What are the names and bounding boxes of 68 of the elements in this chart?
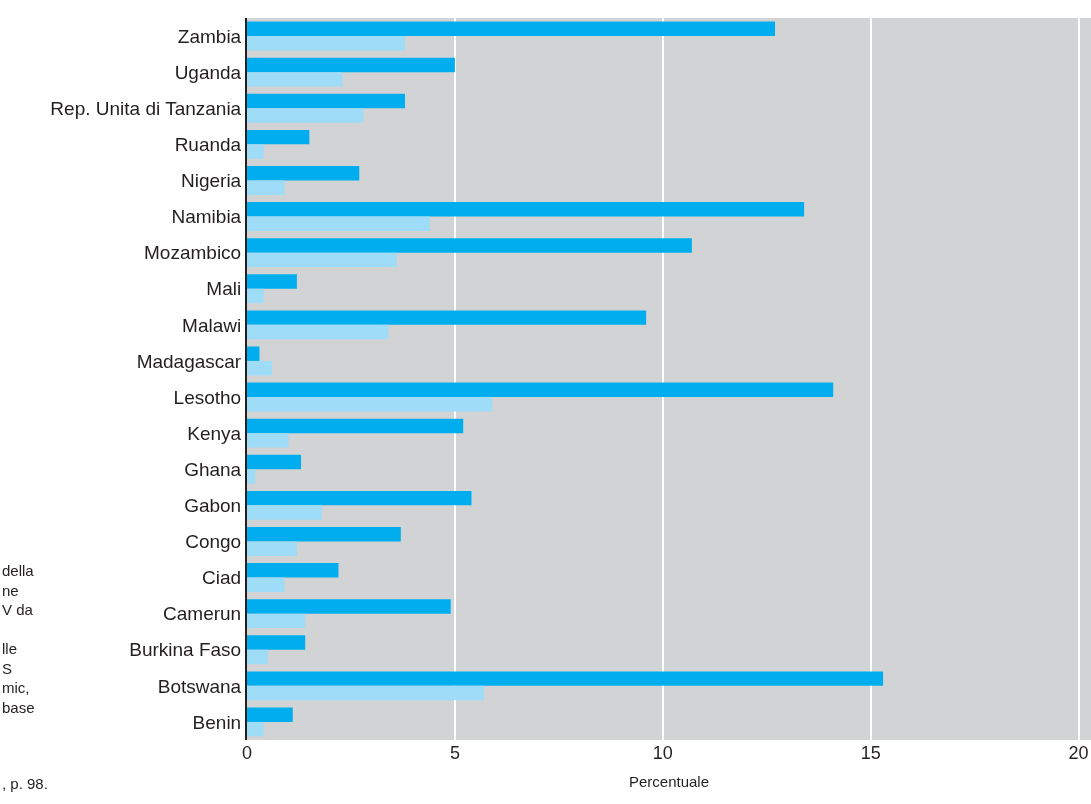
bar: [247, 671, 884, 686]
y-tick-label: Lesotho: [173, 386, 242, 408]
y-tick-label: Mali: [206, 278, 242, 300]
x-tick-label: 5: [449, 743, 460, 763]
text: , p. 98.: [2, 775, 48, 792]
bar: [247, 433, 289, 448]
bar: [247, 238, 692, 253]
y-tick-label: Benin: [192, 711, 242, 733]
y-tick-label: Burkina Faso: [129, 639, 242, 661]
bar: [247, 577, 285, 592]
bar: [247, 360, 272, 376]
y-tick-label: Zambia: [177, 25, 242, 47]
bar: [247, 180, 285, 195]
bar: [247, 613, 306, 629]
y-tick-label: Kenya: [187, 422, 242, 444]
bar: [247, 397, 493, 412]
bar: [247, 527, 401, 542]
y-tick-label: Malawi: [182, 314, 242, 336]
bar: [247, 72, 343, 87]
x-tick-label: 20: [1068, 743, 1089, 763]
bar: [247, 310, 647, 325]
y-tick-label: Gabon: [184, 495, 242, 516]
bar: [247, 541, 297, 556]
bar: [247, 418, 464, 434]
bar: [247, 563, 339, 578]
bar: [247, 635, 306, 650]
bar: [247, 36, 405, 51]
x-tick-label: 0: [241, 743, 253, 763]
bar: [247, 57, 455, 73]
bar: [247, 144, 264, 159]
bar: [247, 649, 268, 665]
text: della ne V da lle S mic, base: [2, 562, 35, 716]
y-tick-label: Mozambico: [144, 242, 242, 264]
x-tick-label: 10: [652, 743, 673, 763]
y-tick-label: Ciad: [202, 567, 242, 589]
bar: [247, 469, 256, 484]
y-tick-label: Congo: [185, 531, 242, 553]
bar: [247, 490, 472, 506]
x-axis-title: Percentuale: [628, 773, 710, 790]
bar: [247, 108, 364, 123]
x-tick-label: 15: [860, 743, 881, 763]
bar: [247, 599, 451, 614]
bar: [247, 721, 264, 737]
bar: [247, 454, 302, 470]
y-tick-label: Rep. Unita di Tanzania: [50, 97, 242, 119]
bar: [247, 129, 310, 145]
y-tick-label: Namibia: [171, 206, 242, 228]
bar: [247, 707, 293, 722]
y-tick-label: Ghana: [184, 458, 242, 480]
bar: [247, 21, 776, 37]
y-tick-label: Nigeria: [181, 170, 242, 192]
bar: [247, 505, 322, 520]
y-tick-label: Uganda: [174, 61, 242, 83]
bar: [247, 252, 397, 268]
bar: [247, 216, 430, 231]
bar: [247, 202, 805, 217]
y-tick-label: Botswana: [157, 675, 242, 697]
bar: [247, 166, 360, 181]
bar: [247, 346, 260, 361]
y-tick-label: Camerun: [163, 603, 242, 625]
bar: [247, 382, 834, 398]
bar: [247, 324, 389, 340]
bar: [247, 685, 484, 701]
y-tick-label: Ruanda: [174, 134, 242, 155]
bar: [247, 274, 297, 289]
bar: [247, 288, 264, 304]
bar: [247, 93, 405, 109]
y-tick-label: Madagascar: [136, 350, 242, 372]
